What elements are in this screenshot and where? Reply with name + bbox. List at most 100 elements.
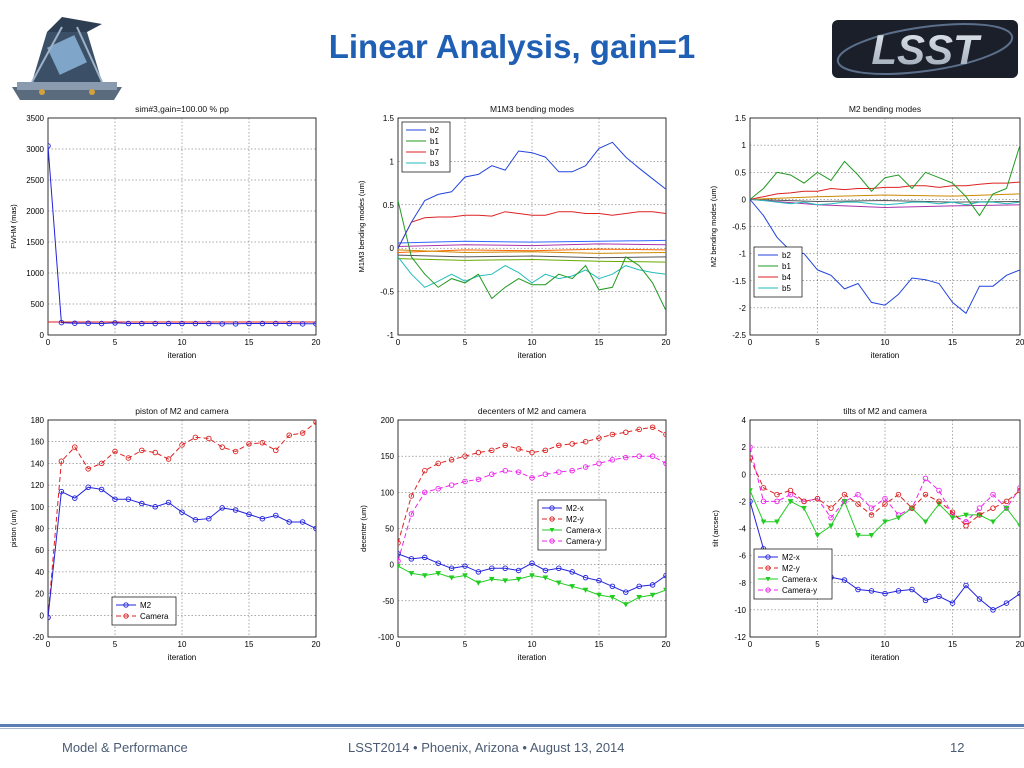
data-point: [1017, 590, 1020, 597]
data-point: [72, 320, 78, 326]
data-point: [949, 515, 956, 521]
data-point: [286, 432, 292, 438]
data-point: [636, 594, 643, 601]
data-point: [976, 505, 983, 511]
data-point: [582, 464, 589, 470]
x-tick-label: 15: [245, 640, 254, 649]
data-point: [909, 505, 915, 511]
y-tick-label: 60: [35, 546, 44, 555]
data-point: [868, 588, 875, 594]
y-tick-label: -2: [739, 304, 747, 313]
y-tick-label: 1: [742, 141, 747, 150]
data-point: [787, 491, 794, 498]
series-line-b5: [750, 198, 1020, 206]
data-point: [152, 449, 158, 456]
data-point: [489, 447, 495, 454]
data-point: [448, 482, 455, 488]
series-line: [750, 193, 1020, 200]
legend-label: M2: [140, 601, 152, 610]
data-point: [949, 600, 956, 606]
y-axis-label: M1M3 bending modes (um): [357, 180, 366, 272]
y-tick-label: 140: [31, 459, 45, 468]
data-point: [990, 491, 996, 498]
data-point: [98, 460, 105, 467]
data-point: [286, 519, 292, 525]
x-tick-label: 20: [662, 640, 671, 649]
data-point: [192, 517, 199, 523]
series-line: [398, 243, 666, 247]
data-point: [179, 509, 185, 515]
data-point: [636, 453, 642, 459]
data-point: [936, 498, 942, 505]
series-group: [398, 424, 666, 608]
data-point: [596, 577, 602, 584]
y-tick-label: 200: [381, 416, 395, 425]
footer-left: Model & Performance: [62, 740, 188, 755]
y-tick-label: 100: [31, 503, 45, 512]
data-point: [582, 574, 589, 581]
y-tick-label: -4: [739, 525, 747, 534]
data-point: [801, 498, 807, 505]
lsst-logo: LSST: [830, 12, 1020, 87]
data-point: [963, 512, 969, 518]
data-point: [609, 594, 616, 601]
x-tick-label: 20: [1016, 338, 1024, 347]
x-tick-label: 20: [312, 640, 321, 649]
data-point: [542, 471, 549, 477]
chart-tilts: tilts of M2 and camera 0 5 10 15 20 -12 -10 -8 -6…: [702, 402, 1024, 672]
data-point: [828, 523, 834, 529]
legend-label: M2-x: [566, 504, 584, 513]
x-tick-label: 0: [46, 640, 51, 649]
data-point: [475, 449, 482, 456]
data-point: [623, 429, 629, 436]
y-tick-label: -1: [739, 250, 747, 259]
data-point: [1003, 600, 1010, 606]
data-point: [569, 584, 576, 590]
data-point: [515, 446, 522, 452]
y-tick-label: -0.5: [732, 223, 746, 232]
series-line-b2: [398, 141, 666, 249]
y-tick-label: -6: [739, 552, 747, 561]
y-tick-label: 500: [31, 300, 45, 309]
data-point: [828, 505, 834, 511]
data-point: [1003, 505, 1010, 512]
data-point: [502, 467, 508, 474]
data-point: [596, 460, 602, 467]
data-point: [623, 454, 629, 461]
data-point: [502, 578, 509, 584]
data-point: [58, 488, 65, 495]
legend-marker: [765, 565, 771, 571]
x-tick-label: 20: [312, 338, 321, 347]
data-point: [259, 320, 266, 327]
x-tick-label: 5: [815, 640, 820, 649]
data-point: [435, 460, 441, 467]
data-point: [868, 505, 875, 511]
data-point: [219, 321, 225, 327]
data-point: [868, 512, 875, 518]
data-point: [529, 475, 535, 481]
y-axis-label: piston (um): [9, 509, 18, 547]
data-point: [408, 556, 415, 562]
data-point: [219, 444, 225, 450]
data-point: [936, 487, 942, 494]
series-line-m2-y: [398, 426, 666, 544]
data-point: [273, 447, 279, 454]
y-tick-label: 180: [31, 416, 45, 425]
data-point: [462, 478, 468, 485]
data-point: [1003, 498, 1010, 505]
legend-marker: [123, 602, 129, 608]
data-point: [152, 504, 158, 510]
data-point: [112, 448, 118, 455]
data-point: [515, 576, 522, 583]
x-tick-label: 20: [1016, 640, 1024, 649]
data-point: [165, 456, 172, 462]
legend-label: M2-x: [782, 553, 800, 562]
data-point: [408, 493, 415, 499]
series-line-camera: [48, 421, 316, 618]
legend-marker: [549, 538, 555, 544]
data-point: [636, 426, 642, 433]
data-point: [179, 320, 185, 327]
data-point: [435, 571, 442, 577]
x-axis-label: iteration: [168, 351, 196, 360]
data-point: [462, 453, 468, 459]
